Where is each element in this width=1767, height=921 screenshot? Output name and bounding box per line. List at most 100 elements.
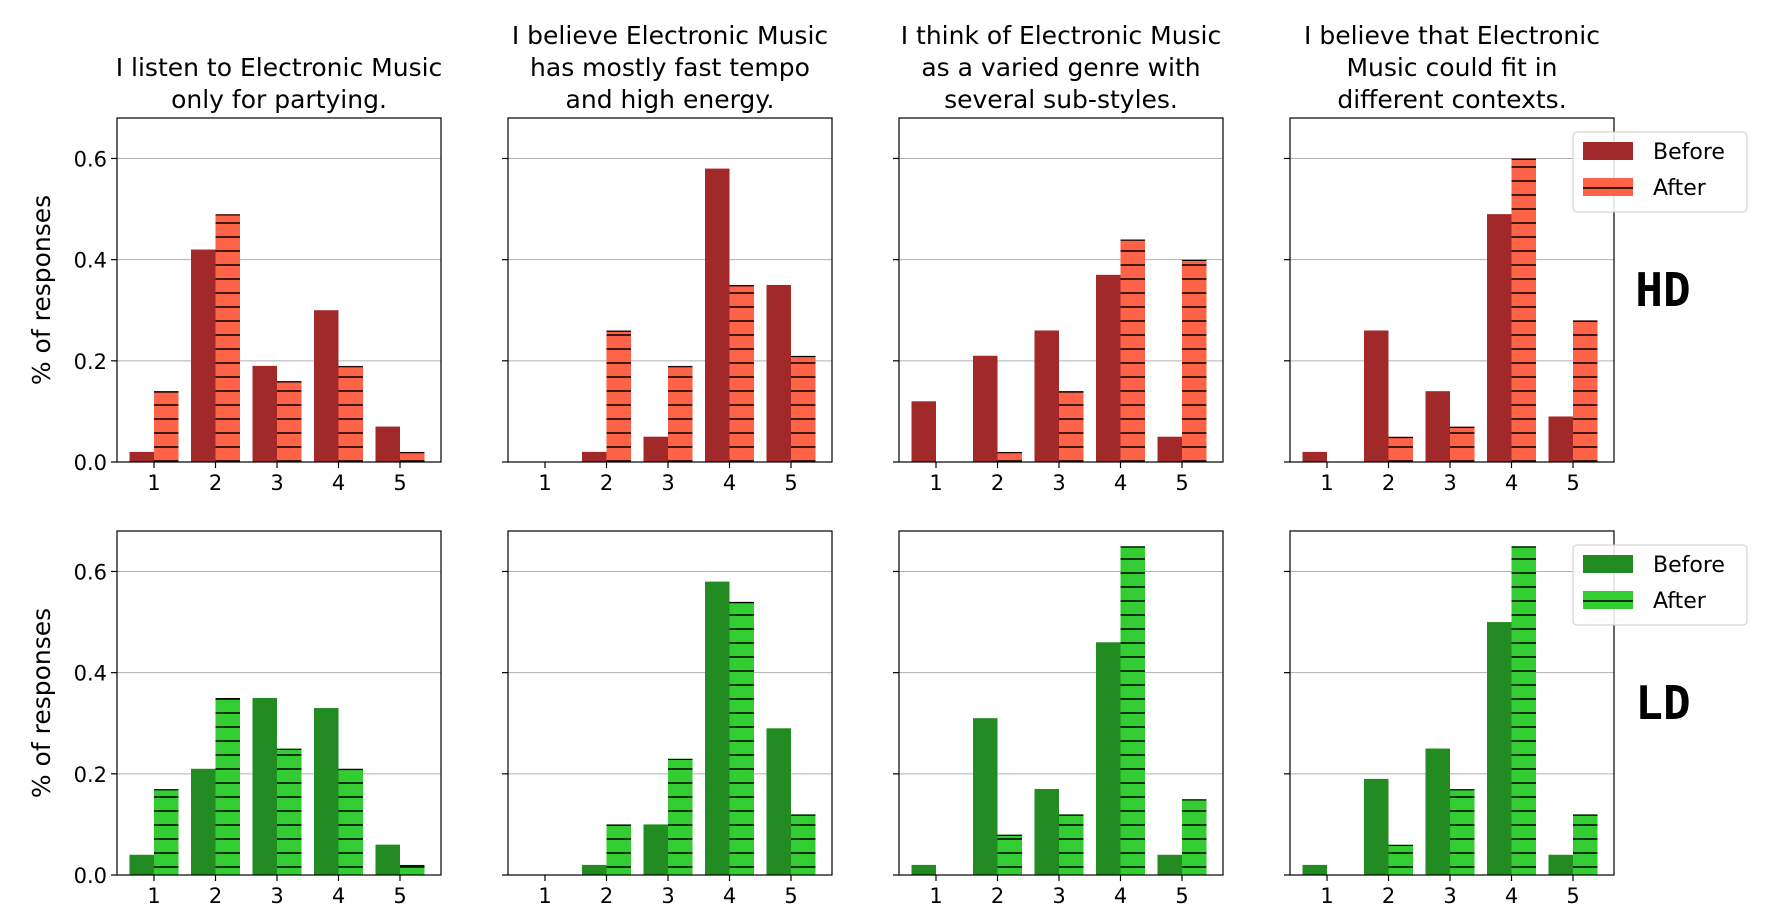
bar-after bbox=[1059, 391, 1084, 462]
legend-swatch-after bbox=[1583, 178, 1633, 196]
bar-before bbox=[973, 718, 998, 875]
bar-after bbox=[154, 391, 179, 462]
bar-before bbox=[129, 451, 154, 462]
legend-label-after: After bbox=[1653, 589, 1707, 614]
x-tick-label: 2 bbox=[209, 884, 222, 908]
x-tick-label: 1 bbox=[538, 471, 551, 495]
bar-before bbox=[129, 854, 154, 875]
bar-before bbox=[1034, 789, 1059, 875]
axes-frame bbox=[1289, 117, 1615, 463]
bar-before bbox=[252, 365, 277, 462]
x-tick-label: 1 bbox=[929, 884, 942, 908]
bar-before bbox=[1096, 274, 1121, 462]
bar-after bbox=[1573, 814, 1598, 875]
row-label-hd: HD bbox=[1635, 263, 1690, 317]
bar-after bbox=[668, 365, 693, 462]
x-tick-label: 2 bbox=[600, 884, 613, 908]
x-tick-label: 1 bbox=[147, 471, 160, 495]
legend: Before After bbox=[1572, 131, 1748, 213]
y-tick-label: 0.0 bbox=[74, 864, 107, 888]
bar-after bbox=[668, 758, 693, 875]
subplot-ld-3: 1 2 3 4 5 bbox=[893, 530, 1224, 908]
x-tick-label: 5 bbox=[784, 471, 797, 495]
bar-before bbox=[1096, 642, 1121, 875]
subplot-hd-4: 1 2 3 4 5 I believe that Electronic Music coul… bbox=[1284, 21, 1748, 495]
axes-frame bbox=[898, 530, 1224, 876]
y-tick-label: 0.6 bbox=[74, 560, 107, 584]
x-tick-label: 1 bbox=[1320, 471, 1333, 495]
x-tick-label: 5 bbox=[1566, 884, 1579, 908]
bar-before bbox=[766, 728, 791, 875]
bar-after bbox=[1450, 789, 1475, 875]
bar-after bbox=[1511, 546, 1536, 875]
bar-after bbox=[277, 748, 302, 875]
legend-label-before: Before bbox=[1653, 553, 1725, 578]
subplot-title: and high energy. bbox=[566, 85, 775, 114]
bar-after bbox=[997, 834, 1022, 875]
bar-before bbox=[375, 426, 400, 462]
legend-label-after: After bbox=[1653, 176, 1707, 201]
bar-after bbox=[1120, 239, 1145, 462]
bar-before bbox=[314, 708, 339, 875]
x-tick-label: 5 bbox=[1175, 471, 1188, 495]
bar-after bbox=[277, 381, 302, 462]
subplot-ld-2: 1 2 3 4 5 bbox=[502, 530, 833, 908]
bar-after bbox=[791, 355, 816, 462]
axes-frame bbox=[1289, 530, 1615, 876]
bar-before bbox=[1487, 214, 1512, 462]
bar-before bbox=[314, 310, 339, 462]
y-tick-label: 0.4 bbox=[74, 662, 107, 686]
legend-label-before: Before bbox=[1653, 140, 1725, 165]
legend-swatch-before bbox=[1583, 555, 1633, 573]
bar-before bbox=[375, 844, 400, 875]
y-tick-label: 0.6 bbox=[74, 147, 107, 171]
bar-before bbox=[1302, 451, 1327, 462]
bar-before bbox=[1487, 622, 1512, 875]
y-tick-label: 0.4 bbox=[74, 249, 107, 273]
y-axis-label: % of responses bbox=[27, 608, 56, 798]
subplot-title: several sub-styles. bbox=[944, 85, 1178, 114]
bar-after bbox=[154, 789, 179, 875]
bar-after bbox=[215, 697, 240, 875]
x-tick-label: 2 bbox=[209, 471, 222, 495]
bar-before bbox=[252, 697, 277, 875]
x-tick-label: 3 bbox=[1443, 884, 1456, 908]
bar-after bbox=[791, 814, 816, 875]
bar-before bbox=[191, 768, 216, 875]
x-tick-label: 1 bbox=[1320, 884, 1333, 908]
x-tick-label: 4 bbox=[332, 471, 345, 495]
subplot-title: has mostly fast tempo bbox=[530, 53, 810, 82]
subplot-title: as a varied genre with bbox=[921, 53, 1200, 82]
x-tick-label: 2 bbox=[1382, 884, 1395, 908]
x-tick-label: 4 bbox=[723, 884, 736, 908]
bar-before bbox=[1302, 864, 1327, 875]
bar-after bbox=[338, 768, 363, 875]
bar-before bbox=[1034, 330, 1059, 462]
bar-after bbox=[1511, 158, 1536, 462]
bar-before bbox=[1548, 854, 1573, 875]
bar-before bbox=[1548, 416, 1573, 462]
bar-after bbox=[400, 864, 425, 875]
x-tick-label: 4 bbox=[1114, 471, 1127, 495]
bar-after bbox=[606, 330, 631, 462]
bar-after bbox=[1450, 426, 1475, 462]
x-tick-label: 4 bbox=[1505, 471, 1518, 495]
bar-before bbox=[911, 401, 936, 462]
subplot-hd-3: 1 2 3 4 5 I think of Electronic Music as a var… bbox=[893, 21, 1224, 495]
subplot-title: I believe Electronic Music bbox=[512, 21, 828, 50]
x-tick-label: 4 bbox=[723, 471, 736, 495]
y-axis-label: % of responses bbox=[27, 195, 56, 385]
subplot-title: only for partying. bbox=[171, 85, 387, 114]
x-tick-label: 2 bbox=[600, 471, 613, 495]
x-tick-label: 5 bbox=[393, 471, 406, 495]
bar-after bbox=[729, 284, 754, 462]
x-tick-label: 5 bbox=[1566, 471, 1579, 495]
x-tick-label: 3 bbox=[1052, 884, 1065, 908]
x-tick-label: 3 bbox=[1443, 471, 1456, 495]
bar-before bbox=[582, 451, 607, 462]
x-tick-label: 3 bbox=[270, 471, 283, 495]
bar-after bbox=[1182, 259, 1207, 462]
legend-swatch-before bbox=[1583, 142, 1633, 160]
bar-after bbox=[729, 601, 754, 875]
